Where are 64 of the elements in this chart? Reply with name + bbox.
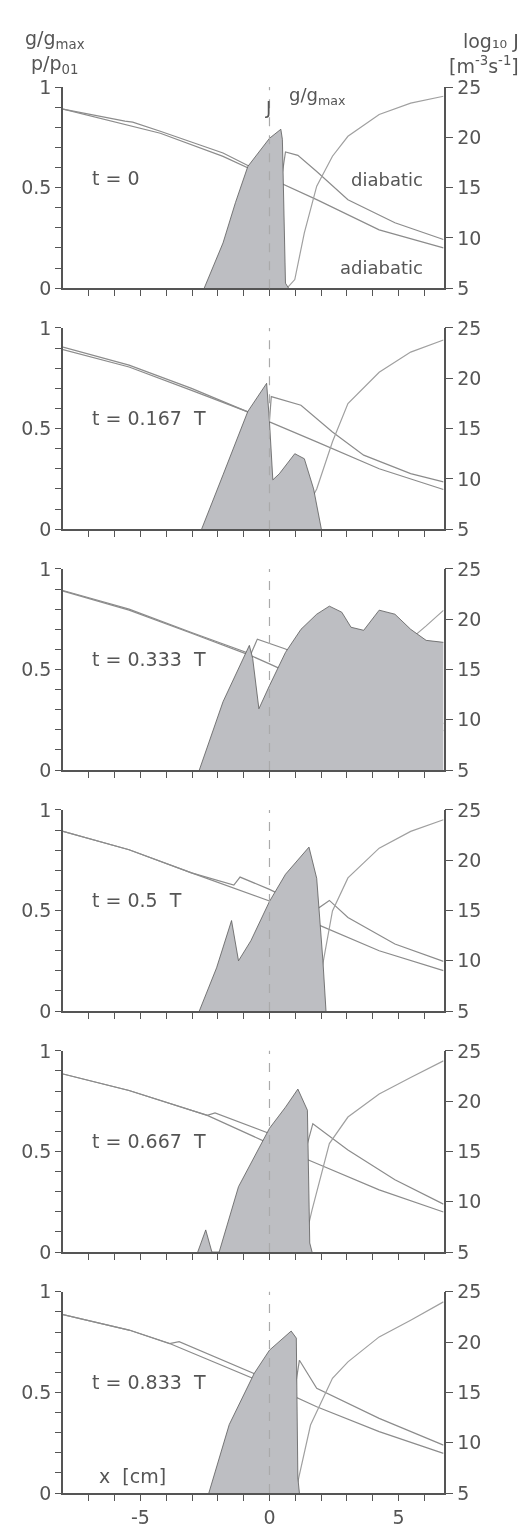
y2-tick-label: 10 <box>457 1431 482 1454</box>
y-tick-label: 0 <box>39 758 52 781</box>
y2-tick-label: 5 <box>457 517 470 540</box>
series-label: J <box>265 97 272 118</box>
y2-tick-label: 10 <box>457 708 482 731</box>
series-label: diabatic <box>351 169 423 190</box>
y-tick-label: 0 <box>39 517 52 540</box>
annotation: t = 0.333 T <box>92 648 206 670</box>
y2-tick-label: 20 <box>457 1089 482 1112</box>
y2-tick-label: 25 <box>457 1280 482 1303</box>
y-tick-label: 1 <box>39 557 52 580</box>
y2-tick-label: 10 <box>457 226 482 249</box>
y2-tick-label: 15 <box>457 176 482 199</box>
y-tick-label: 0 <box>39 276 52 299</box>
annotation: t = 0.667 T <box>92 1130 206 1152</box>
y-tick-label: 1 <box>39 798 52 821</box>
y2-tick-label: 15 <box>457 1140 482 1163</box>
annotation: t = 0.5 T <box>92 889 182 911</box>
y-tick-label: 0 <box>39 999 52 1022</box>
annotation: t = 0 <box>92 167 140 189</box>
y2-tick-label: 20 <box>457 1330 482 1353</box>
y2-tick-label: 10 <box>457 467 482 490</box>
x-tick-label: 0 <box>263 1505 276 1528</box>
y2-tick-label: 5 <box>457 758 470 781</box>
y2-tick-label: 15 <box>457 899 482 922</box>
y2-tick-label: 5 <box>457 999 470 1022</box>
y2-tick-label: 15 <box>457 417 482 440</box>
y2-tick-label: 20 <box>457 366 482 389</box>
y-tick-label: 1 <box>39 1280 52 1303</box>
y2-tick-label: 25 <box>457 557 482 580</box>
series-label: g/g$_{max}$ <box>289 84 346 108</box>
y2-tick-label: 20 <box>457 125 482 148</box>
y2-tick-label: 5 <box>457 1240 470 1263</box>
y-tick-label: 0.5 <box>21 899 52 922</box>
annotation: t = 0.833 T <box>92 1371 206 1393</box>
y2-tick-label: 10 <box>457 949 482 972</box>
y-tick-label: 0.5 <box>21 417 52 440</box>
series-label: adiabatic <box>340 257 423 278</box>
y2-tick-label: 5 <box>457 1481 470 1504</box>
y-tick-label: 0 <box>39 1240 52 1263</box>
y2-tick-label: 25 <box>457 798 482 821</box>
x-tick-label: 5 <box>392 1505 405 1528</box>
x-tick-label: -5 <box>130 1505 150 1528</box>
y2-tick-label: 25 <box>457 1039 482 1062</box>
y-tick-label: 0.5 <box>21 1381 52 1404</box>
y2-tick-label: 10 <box>457 1190 482 1213</box>
y2-tick-label: 20 <box>457 848 482 871</box>
annotation: t = 0.167 T <box>92 407 206 429</box>
y-tick-label: 0.5 <box>21 1140 52 1163</box>
y-tick-label: 0 <box>39 1481 52 1504</box>
y2-tick-label: 5 <box>457 276 470 299</box>
y-tick-label: 1 <box>39 316 52 339</box>
y-tick-label: 0.5 <box>21 176 52 199</box>
y2-tick-label: 25 <box>457 75 482 98</box>
y-tick-label: 1 <box>39 75 52 98</box>
y2-axis-title: log₁₀ J [m$^{-3}$s$^{-1}$] <box>449 30 519 77</box>
y-axis-title: g/g$_{max}$ p/p$_{01}$ <box>25 27 85 77</box>
y2-tick-label: 20 <box>457 607 482 630</box>
y-tick-label: 1 <box>39 1039 52 1062</box>
y2-tick-label: 25 <box>457 316 482 339</box>
x-axis-title: x [cm] <box>99 1465 167 1487</box>
y-tick-label: 0.5 <box>21 658 52 681</box>
y2-tick-label: 15 <box>457 658 482 681</box>
y2-tick-label: 15 <box>457 1381 482 1404</box>
